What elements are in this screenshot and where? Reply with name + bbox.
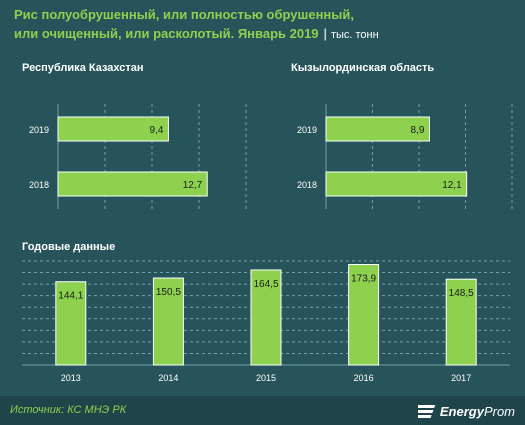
bar-2016: [348, 264, 380, 366]
chart-title-line1: Рис полуобрушенный, или полностью обруше…: [14, 7, 354, 22]
bar-2013: [55, 281, 87, 366]
category-label-2017: 2017: [451, 373, 471, 383]
bar-2014: [152, 277, 184, 366]
kyzylorda-chart: Кызылординская область 2019 8,9 2018 12,1: [291, 62, 513, 209]
value-label-2017: 148,5: [449, 288, 474, 299]
chart-title-line2-text: или очищенный, или расколотый. Январь 20…: [14, 26, 319, 41]
value-label-2018: 12,1: [442, 180, 462, 191]
value-label-2013: 144,1: [58, 291, 83, 302]
bar-2019: [325, 116, 430, 142]
panel-title-annual: Годовые данные: [22, 241, 115, 253]
category-label-2013: 2013: [61, 373, 81, 383]
category-label-2014: 2014: [158, 373, 178, 383]
logo-text-normal: Prom: [483, 403, 515, 419]
energyprom-logo-icon: [417, 405, 436, 418]
value-label-2019: 8,9: [411, 125, 425, 136]
bar-2018: [57, 171, 208, 197]
bar-2019: [57, 116, 169, 142]
panel-title-kazakhstan: Республика Казахстан: [22, 62, 144, 74]
annual-chart: Годовые данные 144,1 2013 150,5 2014 164,5 201…: [22, 241, 510, 383]
category-label-2016: 2016: [354, 373, 374, 383]
category-label-2019: 2019: [297, 125, 317, 135]
bar-2018: [325, 171, 468, 197]
logo-text-bold: Energy: [439, 403, 484, 419]
logo-text: EnergyProm: [440, 404, 515, 419]
category-label-2018: 2018: [29, 180, 49, 190]
value-label-2016: 173,9: [351, 274, 376, 285]
value-label-2015: 164,5: [253, 279, 278, 290]
category-label-2015: 2015: [256, 373, 276, 383]
category-label-2019: 2019: [29, 125, 49, 135]
energyprom-logo: EnergyProm: [417, 401, 515, 421]
value-label-2019: 9,4: [150, 125, 164, 136]
source-note: Источник: КС МНЭ РК: [10, 404, 127, 416]
value-label-2018: 12,7: [183, 180, 203, 191]
value-label-2014: 150,5: [156, 287, 181, 298]
panel-title-kyzylorda: Кызылординская область: [291, 62, 434, 74]
footer-band: [0, 396, 525, 425]
kazakhstan-chart: Республика Казахстан 2019 9,4 2018 12,7: [22, 62, 247, 209]
chart-title-line2: или очищенный, или расколотый. Январь 20…: [14, 26, 379, 41]
unit-label: тыс. тонн: [331, 29, 379, 41]
bar-2017: [445, 278, 477, 366]
category-label-2018: 2018: [297, 180, 317, 190]
title-separator: |: [324, 26, 327, 41]
bar-2015: [250, 269, 282, 366]
